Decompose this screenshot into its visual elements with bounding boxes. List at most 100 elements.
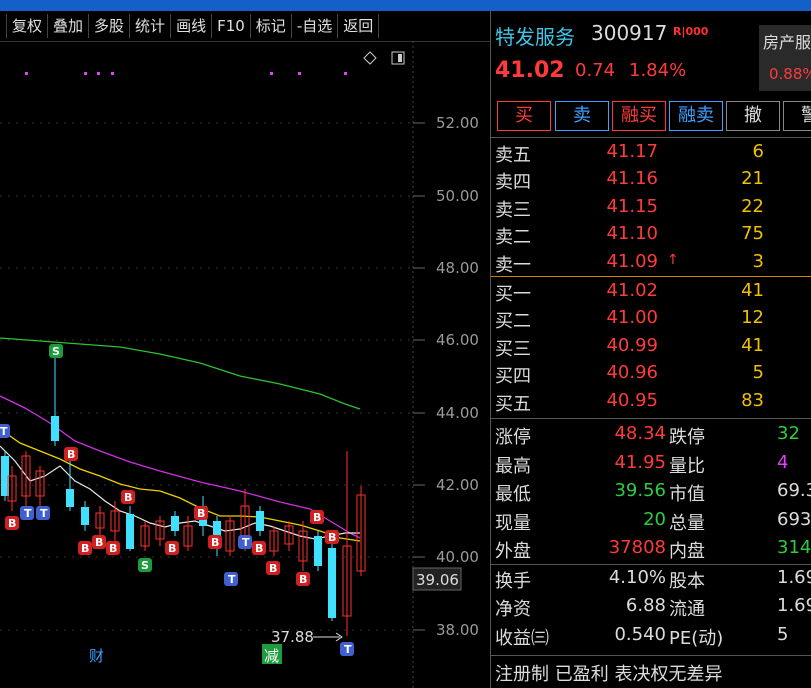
svg-text:B: B bbox=[255, 542, 263, 555]
bid-price: 41.02 bbox=[606, 279, 658, 301]
diamond-icon[interactable] bbox=[363, 51, 377, 65]
stat-value: 1.69 bbox=[777, 595, 811, 616]
ask-row[interactable]: 卖三 41.15 22 bbox=[491, 194, 811, 221]
ask-label: 卖二 bbox=[495, 227, 531, 249]
up-arrow-icon: ↑ bbox=[667, 251, 679, 268]
bid-row[interactable]: 买四 40.96 5 bbox=[491, 360, 811, 387]
price-label-40: 40.00 bbox=[436, 548, 479, 566]
buy-button[interactable]: 买 bbox=[497, 101, 551, 131]
book-top-divider bbox=[491, 137, 811, 138]
remove-watchlist-button[interactable]: -自选 bbox=[292, 14, 339, 38]
stat-value: 1.69 bbox=[777, 566, 811, 588]
stat-value: 20 bbox=[643, 508, 666, 530]
stat-label: 最高 bbox=[495, 455, 531, 477]
cancel-order-button[interactable]: 撤 bbox=[726, 101, 780, 131]
svg-text:S: S bbox=[141, 559, 149, 572]
overlay-button[interactable]: 叠加 bbox=[48, 14, 90, 38]
stock-name[interactable]: 特发服务 bbox=[495, 25, 575, 49]
f10-button[interactable]: F10 bbox=[212, 14, 251, 38]
signal-dots bbox=[25, 72, 347, 75]
stat-label: 流通 bbox=[669, 599, 705, 620]
bid-price: 40.99 bbox=[606, 334, 658, 356]
stat-value: 693 bbox=[777, 508, 811, 530]
mark-button[interactable]: 标记 bbox=[251, 14, 292, 38]
stat-label: 量比 bbox=[669, 455, 705, 477]
alert-button[interactable]: 警 bbox=[783, 101, 811, 131]
bid-price: 40.96 bbox=[606, 362, 658, 384]
back-button[interactable]: 返回 bbox=[338, 14, 380, 38]
svg-text:B: B bbox=[211, 536, 219, 549]
low-price-annotation: 37.88 bbox=[271, 628, 314, 646]
stat-row: 净资 6.88 流通 1.69 bbox=[491, 593, 811, 622]
ask-row[interactable]: 卖四 41.16 21 bbox=[491, 166, 811, 193]
bid-row[interactable]: 买五 40.95 83 bbox=[491, 388, 811, 415]
ask-row[interactable]: 卖一 41.09 ↑ 3 bbox=[491, 249, 811, 276]
stat-row: 现量 20 总量 693 bbox=[491, 507, 811, 536]
stat-label: 涨停 bbox=[495, 427, 531, 448]
stat-label: 现量 bbox=[495, 512, 531, 534]
panel-toggle-icon-fill bbox=[398, 54, 402, 62]
sector-name: 房产服务 bbox=[763, 33, 811, 52]
quote-stats: 涨停 48.34 跌停 32 最高 41.95 量比 4 最低 39.56 市值… bbox=[491, 421, 811, 650]
svg-text:B: B bbox=[313, 511, 321, 524]
stat-value: 37808 bbox=[608, 537, 666, 558]
stat-label: 换手 bbox=[495, 570, 531, 592]
stat-value: 6.88 bbox=[625, 595, 666, 616]
stat-value: 4 bbox=[777, 451, 789, 473]
trade-actions: 买 卖 融买 融卖 撤 警 bbox=[491, 101, 811, 133]
spread-divider bbox=[491, 276, 811, 277]
ask-price: 41.17 bbox=[606, 141, 658, 162]
ask-label: 卖一 bbox=[495, 254, 531, 276]
stat-label: 市值 bbox=[669, 484, 705, 505]
bid-row[interactable]: 买三 40.99 41 bbox=[491, 333, 811, 360]
bid-volume: 12 bbox=[741, 307, 764, 329]
statistics-button[interactable]: 统计 bbox=[130, 14, 172, 38]
stat-value: 48.34 bbox=[614, 423, 666, 444]
price-label-46: 46.00 bbox=[436, 331, 479, 349]
listing-info-footer: 注册制 已盈利 表决权无差异 bbox=[491, 656, 811, 686]
current-price-label: 39.06 bbox=[416, 571, 459, 589]
price-label-48: 48.00 bbox=[436, 259, 479, 277]
price-label-44: 44.00 bbox=[436, 404, 479, 422]
chart-toolbar: 复权 叠加 多股 统计 画线 F10 标记 -自选 返回 bbox=[0, 11, 490, 42]
panel-toggle-icon[interactable] bbox=[391, 51, 405, 65]
svg-text:T: T bbox=[0, 425, 8, 438]
price-change-pct: 1.84% bbox=[629, 60, 687, 81]
ask-volume: 22 bbox=[741, 195, 764, 217]
svg-text:B: B bbox=[8, 517, 16, 530]
ask-row[interactable]: 卖五 41.17 6 bbox=[491, 139, 811, 166]
stat-row: 涨停 48.34 跌停 32 bbox=[491, 421, 811, 450]
reduction-marker[interactable]: 减 bbox=[264, 647, 279, 665]
kline-chart-panel[interactable]: 复权 叠加 多股 统计 画线 F10 标记 -自选 返回 bbox=[0, 11, 490, 688]
margin-sell-button[interactable]: 融卖 bbox=[669, 101, 723, 131]
last-price: 41.02 bbox=[495, 58, 565, 83]
stats-top-divider bbox=[491, 418, 811, 419]
stat-value: 0.540 bbox=[614, 623, 666, 645]
svg-text:T: T bbox=[344, 643, 352, 656]
low-arrow-head bbox=[335, 632, 343, 642]
stat-value: 39.56 bbox=[614, 480, 666, 501]
kline-svg: 52.00 50.00 48.00 46.00 44.00 42.00 40.0… bbox=[0, 41, 479, 688]
bid-volume: 83 bbox=[741, 389, 764, 411]
stat-row: 收益㈢ 0.540 PE(动) 5 bbox=[491, 622, 811, 651]
stat-label: 净资 bbox=[495, 599, 531, 620]
financial-report-marker[interactable]: 财 bbox=[89, 647, 104, 665]
bid-row[interactable]: 买一 41.02 41 bbox=[491, 278, 811, 305]
stat-value: 32 bbox=[777, 423, 800, 444]
ask-row[interactable]: 卖二 41.10 75 bbox=[491, 221, 811, 248]
bid-price: 40.95 bbox=[606, 389, 658, 411]
svg-text:B: B bbox=[299, 573, 307, 586]
bid-volume: 41 bbox=[741, 279, 764, 301]
ask-price: 41.16 bbox=[606, 168, 658, 190]
sector-box[interactable]: 房产服务 0.88% bbox=[759, 25, 811, 91]
margin-buy-button[interactable]: 融买 bbox=[612, 101, 666, 131]
toolbar-left-edge[interactable] bbox=[0, 14, 7, 38]
draw-line-button[interactable]: 画线 bbox=[171, 14, 213, 38]
stat-label: 跌停 bbox=[669, 427, 705, 448]
bid-label: 买五 bbox=[495, 393, 531, 415]
ask-volume: 75 bbox=[741, 223, 764, 245]
bid-row[interactable]: 买二 41.00 12 bbox=[491, 305, 811, 332]
multi-stock-button[interactable]: 多股 bbox=[89, 14, 131, 38]
sell-button[interactable]: 卖 bbox=[555, 101, 609, 131]
adjust-button[interactable]: 复权 bbox=[7, 14, 49, 38]
